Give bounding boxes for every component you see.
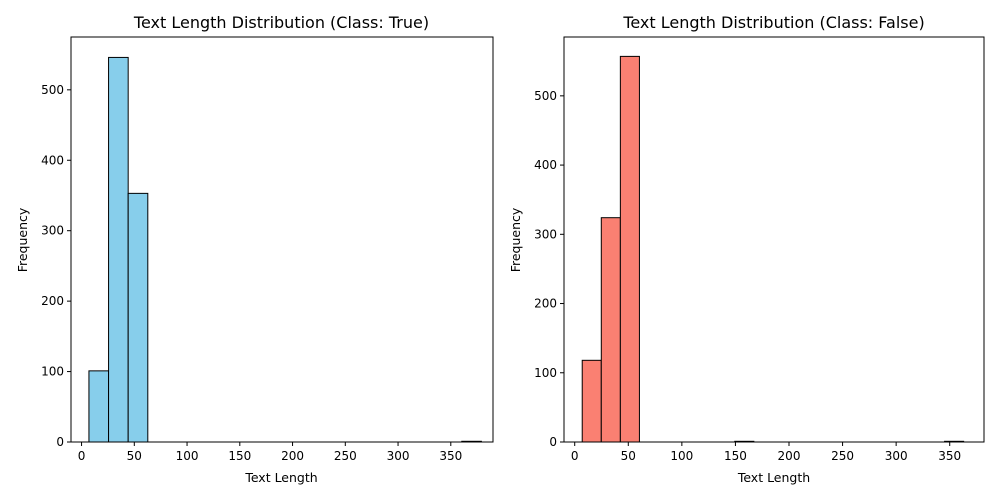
x-tick-label: 300 (387, 449, 410, 463)
histogram-bar (88, 370, 110, 443)
y-tick-label: 0 (56, 435, 64, 449)
plot-frame (563, 36, 985, 443)
histogram-bar (581, 359, 602, 443)
histogram-bar (108, 56, 129, 443)
y-tick-label: 500 (534, 89, 557, 103)
y-axis-label: Frequency (15, 207, 30, 272)
x-tick-label: 300 (885, 449, 908, 463)
chart-class-false: Text Length Distribution (Class: False) … (508, 13, 985, 485)
x-axis-label: Text Length (737, 470, 810, 485)
chart-class-true: Text Length Distribution (Class: True) 0… (15, 13, 494, 485)
x-tick-label: 150 (724, 449, 747, 463)
x-tick-label: 50 (621, 449, 636, 463)
x-tick-label: 250 (831, 449, 854, 463)
x-tick-label: 100 (176, 449, 199, 463)
y-ticks: 0 100 200 300 400 500 (41, 83, 71, 449)
y-tick-label: 400 (534, 158, 557, 172)
x-tick-label: 150 (228, 449, 251, 463)
y-tick-label: 200 (534, 297, 557, 311)
chart-title: Text Length Distribution (Class: True) (133, 13, 429, 32)
x-tick-label: 50 (127, 449, 142, 463)
histogram-bar (619, 55, 640, 443)
bars-group (88, 56, 482, 443)
x-tick-label: 100 (670, 449, 693, 463)
y-tick-label: 100 (41, 365, 64, 379)
x-tick-label: 0 (571, 449, 579, 463)
y-axis-label: Frequency (508, 207, 523, 272)
x-axis-label: Text Length (244, 470, 317, 485)
histogram-bar (600, 217, 621, 443)
y-tick-label: 400 (41, 153, 64, 167)
plot-frame (70, 36, 494, 443)
y-tick-label: 300 (534, 227, 557, 241)
x-tick-label: 0 (78, 449, 86, 463)
y-tick-label: 300 (41, 224, 64, 238)
x-tick-label: 350 (439, 449, 462, 463)
x-ticks: 0 50 100 150 200 250 300 350 (571, 442, 961, 463)
x-tick-label: 200 (778, 449, 801, 463)
y-tick-label: 500 (41, 83, 64, 97)
chart-title: Text Length Distribution (Class: False) (622, 13, 924, 32)
histogram-bar (127, 192, 149, 443)
x-tick-label: 250 (334, 449, 357, 463)
y-ticks: 0 100 200 300 400 500 (534, 89, 564, 449)
bars-group (581, 55, 965, 443)
y-tick-label: 0 (549, 435, 557, 449)
y-tick-label: 200 (41, 294, 64, 308)
x-tick-label: 200 (281, 449, 304, 463)
x-ticks: 0 50 100 150 200 250 300 350 (78, 442, 462, 463)
x-tick-label: 350 (938, 449, 961, 463)
y-tick-label: 100 (534, 366, 557, 380)
